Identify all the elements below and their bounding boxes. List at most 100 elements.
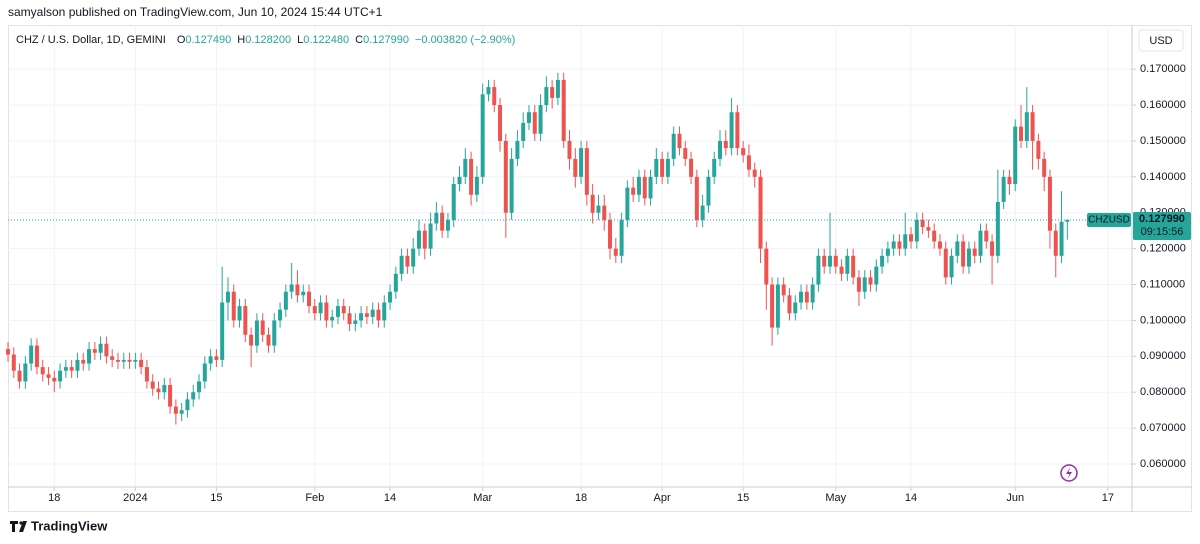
candle-body	[295, 284, 300, 296]
candle-body	[845, 255, 850, 274]
currency-button[interactable]	[1138, 29, 1184, 52]
candle-body	[665, 158, 670, 177]
candle-body	[833, 255, 838, 267]
candle-body	[990, 241, 995, 256]
candle-body	[29, 345, 34, 364]
candle-body	[405, 255, 410, 267]
legend-value: 0.122480	[303, 34, 349, 46]
candle-body	[127, 359, 132, 362]
candle-body	[457, 176, 462, 185]
candle-body	[1013, 126, 1018, 185]
candle-body	[428, 223, 433, 249]
candle-body	[492, 87, 497, 106]
candle-body	[787, 295, 792, 314]
candle-body	[851, 255, 856, 278]
candle-body	[388, 291, 393, 303]
candle-body	[237, 306, 242, 321]
candle-body	[1024, 112, 1029, 141]
candle-body	[822, 255, 827, 267]
x-tick-label: 15	[737, 492, 749, 504]
ticker-tag	[1087, 212, 1131, 227]
candle-body	[723, 140, 728, 149]
candle-body	[225, 291, 230, 303]
events-bolt	[1066, 467, 1072, 479]
candle-body	[1053, 230, 1058, 256]
candle-body	[758, 176, 763, 249]
events-icon[interactable]	[1060, 464, 1078, 482]
candle-body	[1019, 126, 1024, 141]
candle-body	[434, 212, 439, 224]
countdown-label: 09:15:56	[1141, 226, 1184, 238]
candle-body	[683, 148, 688, 159]
candle-body	[162, 385, 167, 393]
footer-brand: TradingView	[31, 518, 108, 533]
candle-body	[503, 140, 508, 213]
candle-body	[937, 241, 942, 249]
candle-body	[1001, 176, 1006, 202]
x-tick-label: Feb	[305, 492, 324, 504]
candle-body	[862, 277, 867, 292]
candle-body	[75, 359, 80, 371]
price-tag-label: 0.127990	[1139, 213, 1185, 225]
candle-body	[69, 367, 74, 371]
candle-body	[636, 176, 641, 195]
candle-body	[584, 148, 589, 195]
x-tick-label: 14	[384, 492, 396, 504]
candle-body	[816, 255, 821, 285]
x-tick-label: 14	[905, 492, 917, 504]
x-tick-label: Apr	[654, 492, 671, 504]
candle-body	[144, 367, 149, 382]
candle-body	[469, 158, 474, 195]
candle-body	[920, 219, 925, 228]
candle-body	[515, 140, 520, 159]
candle-body	[596, 205, 601, 213]
candle-body	[370, 309, 375, 317]
candle-body	[764, 248, 769, 285]
candle-body	[544, 87, 549, 106]
candle-body	[677, 133, 682, 149]
candle-body	[422, 230, 427, 249]
candle-body	[1036, 140, 1041, 159]
candle-body	[382, 302, 387, 321]
candle-body	[706, 176, 711, 206]
candle-body	[150, 381, 155, 389]
candle-body	[364, 313, 369, 317]
candle-body	[278, 309, 283, 321]
grid	[8, 25, 1131, 487]
candle-body	[214, 356, 219, 360]
candle-body	[104, 343, 109, 357]
y-tick-label: 0.160000	[1140, 99, 1186, 111]
candle-body	[254, 320, 259, 346]
candle-body	[781, 284, 786, 296]
candle-body	[874, 266, 879, 285]
candle-body	[168, 385, 173, 407]
legend-value: 0.127990	[363, 34, 409, 46]
candle-body	[984, 230, 989, 242]
legend-symbol: CHZ / U.S. Dollar, 1D, GEMINI	[16, 34, 166, 46]
candle-body	[1030, 112, 1035, 141]
candle-body	[648, 176, 653, 199]
candle-body	[34, 345, 39, 368]
candle-body	[799, 291, 804, 303]
published-header: samyalson published on TradingView.com, …	[8, 5, 383, 19]
candle-body	[735, 112, 740, 149]
candle-body	[11, 354, 16, 371]
candle-body	[335, 306, 340, 317]
y-tick-label: 0.170000	[1140, 63, 1186, 75]
candle-body	[712, 158, 717, 177]
y-tick-label: 0.120000	[1140, 243, 1186, 255]
currency[interactable]: USD	[1149, 35, 1172, 47]
candle-body	[324, 302, 329, 321]
candle-body	[561, 79, 566, 141]
chart-frame	[8, 25, 1192, 512]
candle-body	[87, 349, 92, 364]
candle-body	[1042, 158, 1047, 177]
candle-body	[40, 367, 45, 375]
candle-body	[891, 241, 896, 249]
candle-body	[654, 158, 659, 177]
x-tick-label: Jun	[1006, 492, 1024, 504]
candle-body	[700, 205, 705, 220]
x-tick-label: 17	[1102, 492, 1114, 504]
candle-body	[46, 374, 51, 378]
